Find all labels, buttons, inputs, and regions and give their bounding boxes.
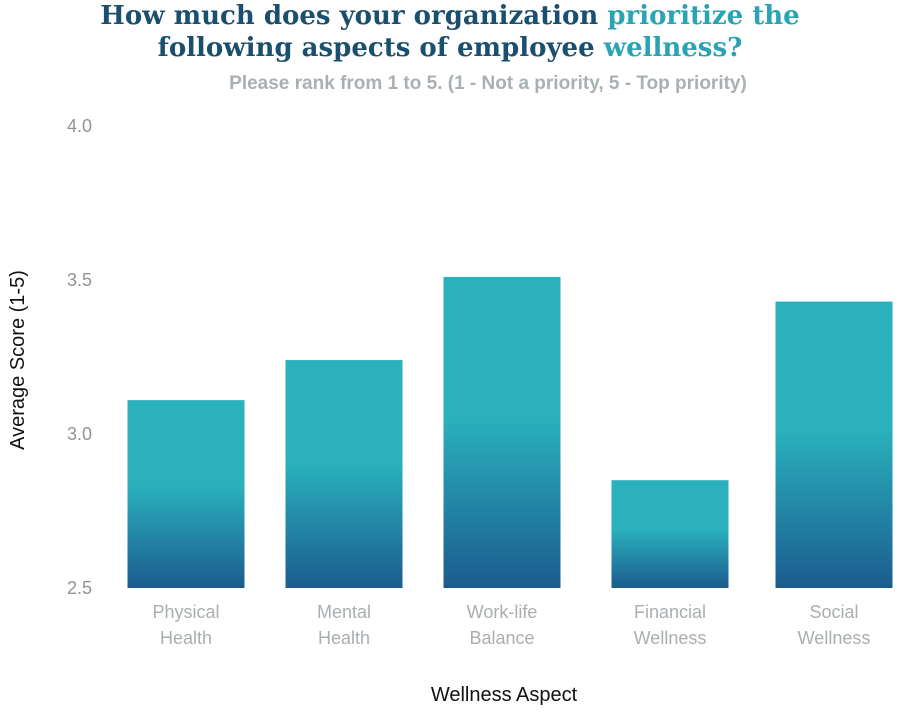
bar xyxy=(443,276,561,588)
x-tick-label: Balance xyxy=(469,628,534,648)
chart-title-line-2-part-a: following aspects of employee xyxy=(157,33,604,63)
y-tick-label: 4.0 xyxy=(67,116,92,136)
x-axis-label: Wellness Aspect xyxy=(431,684,578,706)
y-axis-ticks: 2.5 3.0 3.5 4.0 xyxy=(67,116,92,598)
x-tick-label: Health xyxy=(318,628,370,648)
x-tick-label: Social xyxy=(809,602,858,622)
chart-title: How much does your organization prioriti… xyxy=(0,0,900,64)
bars xyxy=(127,276,893,588)
bar xyxy=(127,400,245,588)
bar xyxy=(611,480,729,588)
y-axis-label: Average Score (1-5) xyxy=(7,270,29,450)
x-tick-label: Physical xyxy=(152,602,219,622)
x-tick-label: Wellness xyxy=(634,628,707,648)
y-tick-label: 3.5 xyxy=(67,270,92,290)
chart-title-line-2-part-b: wellness? xyxy=(603,33,743,63)
chart-subtitle: Please rank from 1 to 5. (1 - Not a prio… xyxy=(229,73,747,94)
x-tick-label: Work-life xyxy=(467,602,538,622)
chart-title-line-1: How much does your organization prioriti… xyxy=(0,0,900,32)
chart-title-line-1-part-b: prioritize the xyxy=(607,1,800,31)
x-tick-label: Mental xyxy=(317,602,371,622)
chart-title-line-2: following aspects of employee wellness? xyxy=(0,32,900,64)
x-axis-categories: Physical Health Mental Health Work-life Balan… xyxy=(152,602,870,648)
y-tick-label: 2.5 xyxy=(67,578,92,598)
x-tick-label: Wellness xyxy=(798,628,871,648)
x-tick-label: Financial xyxy=(634,602,706,622)
chart-title-line-1-part-a: How much does your organization xyxy=(100,1,608,31)
bar xyxy=(285,360,403,588)
y-tick-label: 3.0 xyxy=(67,424,92,444)
bar xyxy=(775,301,893,588)
x-tick-label: Health xyxy=(160,628,212,648)
